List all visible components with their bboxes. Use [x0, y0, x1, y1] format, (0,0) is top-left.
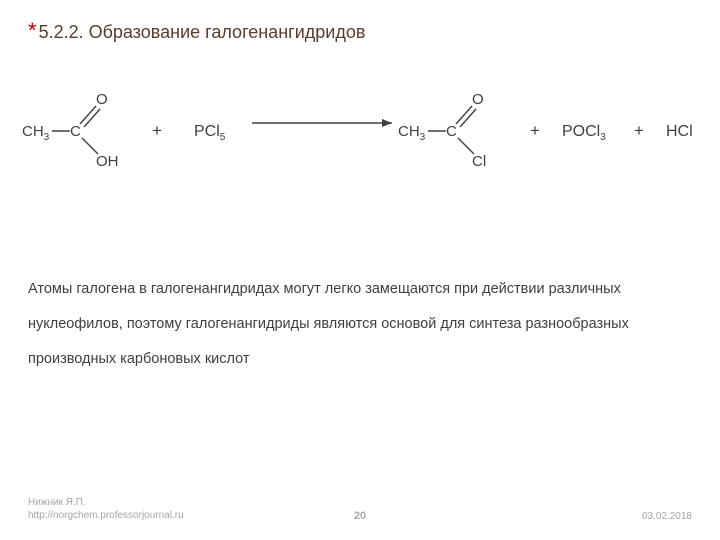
footer-author-block: Нижник Я.П. http://norgchem.professorjou… — [28, 496, 184, 522]
svg-text:Cl: Cl — [472, 153, 486, 170]
reactant-acetic-acid: CH3 C O OH — [22, 91, 119, 170]
footer-url: http://norgchem.professorjournal.ru — [28, 509, 184, 522]
svg-text:OH: OH — [96, 153, 119, 170]
svg-text:O: O — [472, 91, 484, 108]
svg-text:PCl5: PCl5 — [194, 123, 226, 143]
slide-footer: Нижник Я.П. http://norgchem.professorjou… — [28, 496, 692, 522]
svg-text:C: C — [446, 123, 457, 140]
title-text: 5.2.2. Образование галогенангидридов — [39, 22, 366, 43]
reaction-scheme: CH3 C O OH + PCl5 CH3 C O Cl + POCl3 + H… — [22, 88, 698, 178]
plus-1: + — [152, 121, 162, 140]
reagent-pcl5: PCl5 — [194, 123, 226, 143]
body-paragraph: Атомы галогена в галогенангидридах могут… — [28, 272, 692, 376]
svg-text:C: C — [70, 123, 81, 140]
plus-3: + — [634, 121, 644, 140]
footer-page-number: 20 — [354, 510, 366, 522]
svg-text:POCl3: POCl3 — [562, 123, 606, 143]
reaction-arrow — [252, 119, 392, 127]
svg-text:O: O — [96, 91, 108, 108]
footer-date: 03.02.2018 — [642, 511, 692, 522]
plus-2: + — [530, 121, 540, 140]
product-acetyl-chloride: CH3 C O Cl — [398, 91, 486, 170]
product-pocl3: POCl3 — [562, 123, 606, 143]
svg-text:CH3: CH3 — [398, 123, 426, 143]
footer-author: Нижник Я.П. — [28, 496, 184, 509]
svg-text:CH3: CH3 — [22, 123, 50, 143]
product-hcl: HCl — [666, 123, 693, 140]
slide-title: * 5.2.2. Образование галогенангидридов — [28, 18, 365, 44]
title-marker: * — [28, 18, 37, 44]
